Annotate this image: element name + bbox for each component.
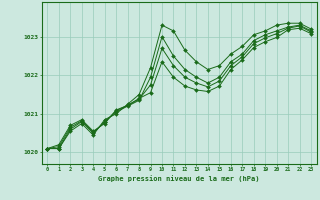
X-axis label: Graphe pression niveau de la mer (hPa): Graphe pression niveau de la mer (hPa) [99,175,260,182]
